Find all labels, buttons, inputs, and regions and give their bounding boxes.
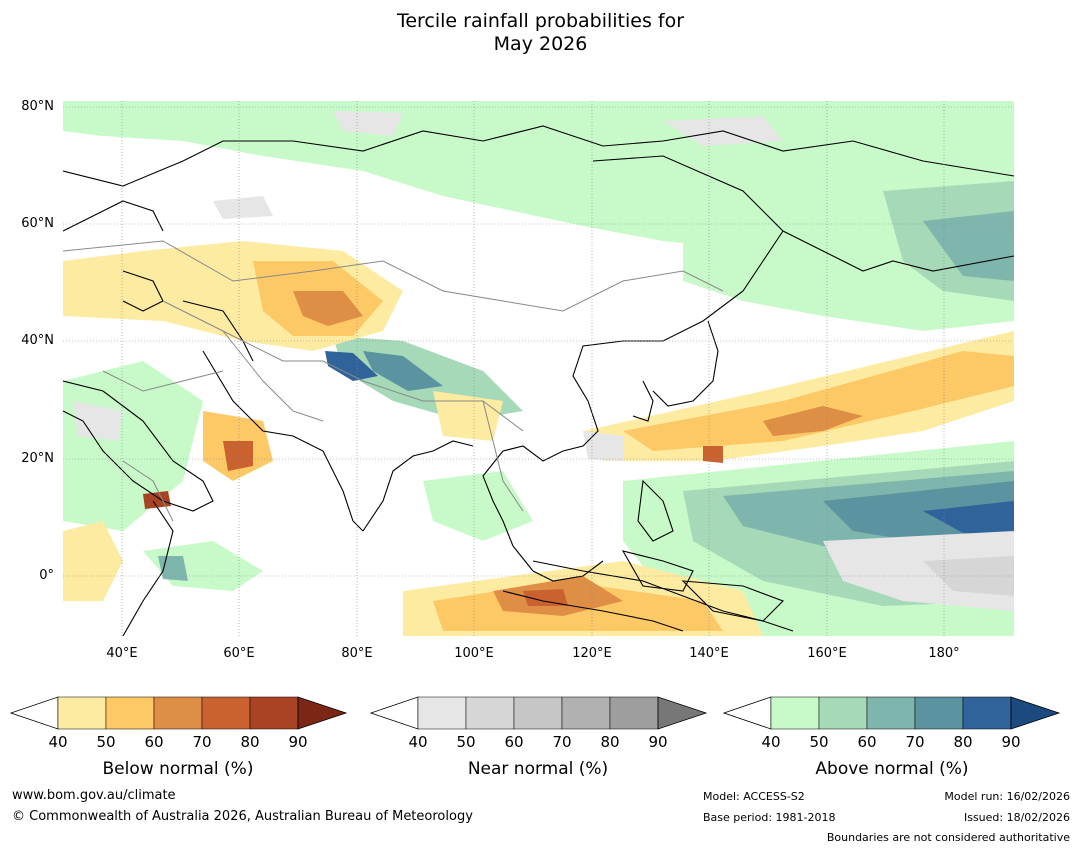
- colorbar-swatch: [513, 696, 563, 730]
- lat-label-20n: 20°N: [21, 451, 54, 466]
- colorbar-swatch: [770, 696, 820, 730]
- colorbar-below-swatches: [10, 696, 348, 730]
- website-link[interactable]: www.bom.gov.au/climate: [12, 788, 176, 803]
- probability-map[interactable]: [63, 101, 1014, 636]
- country-borders: [63, 240, 724, 522]
- boundaries-disclaimer: Boundaries are not considered authoritat…: [826, 831, 1070, 844]
- colorbar-extend-low: [10, 696, 59, 730]
- lon-label-120e: 120°E: [572, 646, 612, 661]
- colorbar-swatch: [962, 696, 1012, 730]
- colorbar-swatch: [153, 696, 203, 730]
- colorbar-extend-low: [723, 696, 772, 730]
- colorbar-swatch: [866, 696, 916, 730]
- cbar-below-tick: 50: [96, 733, 116, 751]
- title-line-2: May 2026: [493, 33, 588, 55]
- cbar-near-tick: 50: [456, 733, 476, 751]
- lat-label-60n: 60°N: [21, 216, 54, 231]
- colorbar-swatch: [249, 696, 299, 730]
- colorbar-swatch: [465, 696, 515, 730]
- colorbar-extend-high: [1010, 696, 1061, 730]
- lon-label-100e: 100°E: [454, 646, 494, 661]
- near-normal-regions: [73, 111, 1014, 611]
- lon-label-140e: 140°E: [689, 646, 729, 661]
- cbar-below-tick: 90: [288, 733, 308, 751]
- below-normal-regions: [63, 241, 1014, 636]
- colorbar-extend-high: [657, 696, 708, 730]
- colorbar-extend-high: [297, 696, 348, 730]
- model-run: Model run: 16/02/2026: [944, 790, 1070, 803]
- issued-date: Issued: 18/02/2026: [963, 811, 1070, 824]
- lon-label-160e: 160°E: [807, 646, 847, 661]
- cbar-near-tick: 60: [504, 733, 524, 751]
- colorbar-swatch: [914, 696, 964, 730]
- colorbar-swatch: [609, 696, 659, 730]
- cbar-near-tick: 80: [600, 733, 620, 751]
- map-title: Tercile rainfall probabilities for May 2…: [0, 10, 1081, 56]
- colorbar-swatch: [561, 696, 611, 730]
- copyright: © Commonwealth of Australia 2026, Austra…: [12, 809, 473, 824]
- colorbar-swatch: [105, 696, 155, 730]
- cbar-above-tick: 40: [761, 733, 781, 751]
- colorbar-extend-low: [370, 696, 419, 730]
- cbar-near-tick: 90: [648, 733, 668, 751]
- model-info: Model: ACCESS-S2: [703, 790, 805, 803]
- colorbar-above-swatches: [723, 696, 1061, 730]
- cbar-above-tick: 90: [1001, 733, 1021, 751]
- lon-label-60e: 60°E: [223, 646, 255, 661]
- lat-label-40n: 40°N: [21, 333, 54, 348]
- base-period: Base period: 1981-2018: [703, 811, 836, 824]
- cbar-below-tick: 70: [192, 733, 212, 751]
- cbar-below-tick: 40: [48, 733, 68, 751]
- graticule: [63, 101, 1014, 636]
- colorbar-below-normal: [10, 696, 348, 730]
- colorbar-swatch: [201, 696, 251, 730]
- colorbar-swatch: [417, 696, 467, 730]
- coastlines: [63, 125, 1014, 636]
- colorbar-near-normal: [370, 696, 708, 730]
- cbar-near-title: Near normal (%): [467, 759, 609, 779]
- cbar-near-tick: 40: [408, 733, 428, 751]
- lon-label-80e: 80°E: [341, 646, 373, 661]
- lat-label-80n: 80°N: [21, 99, 54, 114]
- cbar-above-tick: 70: [905, 733, 925, 751]
- cbar-above-title: Above normal (%): [815, 759, 969, 779]
- lon-label-40e: 40°E: [106, 646, 138, 661]
- cbar-above-tick: 80: [953, 733, 973, 751]
- cbar-above-tick: 60: [857, 733, 877, 751]
- cbar-below-title: Below normal (%): [102, 759, 254, 779]
- colorbar-near-swatches: [370, 696, 708, 730]
- title-line-1: Tercile rainfall probabilities for: [396, 10, 685, 32]
- cbar-near-tick: 70: [552, 733, 572, 751]
- lat-label-0: 0°: [39, 568, 54, 583]
- lon-label-180: 180°: [928, 646, 960, 661]
- cbar-below-tick: 80: [240, 733, 260, 751]
- colorbar-swatch: [818, 696, 868, 730]
- cbar-above-tick: 50: [809, 733, 829, 751]
- cbar-below-tick: 60: [144, 733, 164, 751]
- colorbar-swatch: [57, 696, 107, 730]
- colorbar-above-normal: [723, 696, 1061, 730]
